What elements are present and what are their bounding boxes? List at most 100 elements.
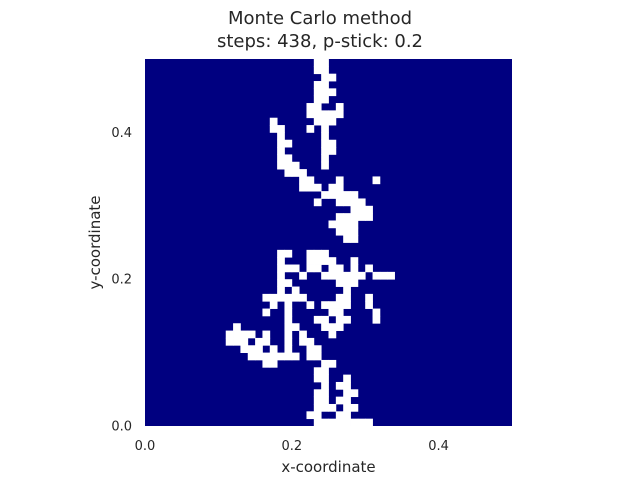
occupied-cell xyxy=(343,301,351,309)
occupied-cell xyxy=(328,139,337,148)
occupied-cell xyxy=(284,154,293,163)
occupied-cell xyxy=(277,125,285,133)
occupied-cell xyxy=(247,345,256,353)
occupied-cell xyxy=(306,103,315,111)
occupied-cell xyxy=(372,271,381,280)
occupied-cell xyxy=(313,374,322,383)
occupied-cell xyxy=(321,95,329,104)
occupied-cell xyxy=(277,161,285,170)
y-tick-label: 0.4 xyxy=(111,126,132,141)
y-ticks: 0.0 0.2 0.4 xyxy=(111,126,132,435)
occupied-cell xyxy=(335,301,344,309)
occupied-cell xyxy=(321,191,329,199)
occupied-cell xyxy=(350,191,359,199)
y-tick-label: 0.2 xyxy=(111,273,132,288)
occupied-cell xyxy=(321,110,329,119)
occupied-cell xyxy=(233,330,241,339)
occupied-cell xyxy=(350,235,359,243)
occupied-cell xyxy=(284,301,293,309)
occupied-cell xyxy=(335,213,344,221)
occupied-cell xyxy=(277,132,285,141)
occupied-cell xyxy=(328,308,337,317)
occupied-cell xyxy=(313,117,322,126)
occupied-cell xyxy=(335,381,344,390)
occupied-cell xyxy=(335,198,344,207)
occupied-cell xyxy=(233,337,241,346)
occupied-cell xyxy=(255,352,263,361)
occupied-cell xyxy=(313,66,322,75)
occupied-cell xyxy=(335,293,344,302)
occupied-cell xyxy=(225,330,234,339)
occupied-cell xyxy=(343,389,351,398)
occupied-cell xyxy=(284,345,293,353)
occupied-cell xyxy=(321,154,329,163)
occupied-cell xyxy=(328,403,337,412)
occupied-cell xyxy=(269,352,278,361)
occupied-cell xyxy=(262,359,271,368)
occupied-cell xyxy=(321,249,329,258)
occupied-cell xyxy=(255,345,263,353)
occupied-cell xyxy=(306,176,315,185)
occupied-cell xyxy=(357,198,366,207)
occupied-cell xyxy=(365,293,373,302)
occupied-cell xyxy=(284,293,293,302)
occupied-cell xyxy=(328,330,337,339)
occupied-cell xyxy=(335,176,344,185)
occupied-cell xyxy=(350,279,359,287)
occupied-cell xyxy=(291,286,300,295)
occupied-cell xyxy=(306,125,315,133)
occupied-cell xyxy=(313,352,322,361)
occupied-cell xyxy=(313,249,322,258)
occupied-cell xyxy=(299,183,307,192)
occupied-cell xyxy=(350,213,359,221)
occupied-cell xyxy=(321,73,329,82)
occupied-cell xyxy=(291,323,300,331)
occupied-cell xyxy=(372,315,381,324)
occupied-cell xyxy=(321,161,329,170)
occupied-cell xyxy=(350,198,359,207)
occupied-cell xyxy=(343,213,351,221)
occupied-cell xyxy=(299,293,307,302)
occupied-cell xyxy=(313,88,322,97)
occupied-cell xyxy=(365,301,373,309)
occupied-cell xyxy=(321,59,329,67)
occupied-cell xyxy=(299,337,307,346)
occupied-cell xyxy=(306,301,315,309)
occupied-cell xyxy=(321,117,329,126)
occupied-cell xyxy=(313,95,322,104)
occupied-cell xyxy=(321,418,329,427)
occupied-cell xyxy=(343,220,351,229)
occupied-cell xyxy=(321,301,329,309)
occupied-cell xyxy=(291,293,300,302)
occupied-cell xyxy=(335,220,344,229)
occupied-cell xyxy=(328,117,337,126)
occupied-cell xyxy=(321,403,329,412)
occupied-cell xyxy=(335,323,344,331)
occupied-cell xyxy=(321,381,329,390)
occupied-cell xyxy=(365,264,373,273)
occupied-cell xyxy=(284,264,293,273)
occupied-cell xyxy=(335,271,344,280)
occupied-cell xyxy=(306,337,315,346)
occupied-cell xyxy=(335,183,344,192)
occupied-cell xyxy=(343,286,351,295)
occupied-cell xyxy=(247,330,256,339)
occupied-cell xyxy=(343,403,351,412)
occupied-cell xyxy=(328,301,337,309)
occupied-cell xyxy=(306,249,315,258)
occupied-cell xyxy=(343,411,351,420)
occupied-cell xyxy=(313,257,322,265)
y-axis-label: y-coordinate xyxy=(86,195,104,289)
occupied-cell xyxy=(313,103,322,111)
occupied-cell xyxy=(343,271,351,280)
occupied-cell xyxy=(277,352,285,361)
occupied-cell xyxy=(343,227,351,236)
occupied-cell xyxy=(365,418,373,427)
occupied-cell xyxy=(343,293,351,302)
occupied-cell xyxy=(335,191,344,199)
occupied-cell xyxy=(306,411,315,420)
occupied-cell xyxy=(262,293,271,302)
occupied-cell xyxy=(255,337,263,346)
occupied-cell xyxy=(313,110,322,119)
occupied-cell xyxy=(306,352,315,361)
